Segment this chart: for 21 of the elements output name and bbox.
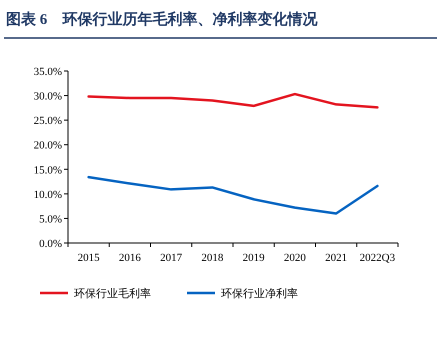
line-series [87, 92, 379, 109]
x-tick-label: 2015 [78, 252, 100, 264]
y-tick-label: 25.0% [34, 115, 62, 128]
title: 图表 6 环保行业历年毛利率、净利率变化情况 [6, 12, 318, 28]
y-tick-label: 5.0% [39, 213, 62, 226]
x-tick-label: 2016 [118, 252, 142, 264]
y-tick-label: 35.0% [34, 66, 62, 78]
y-tick-label: 30.0% [34, 90, 62, 103]
legend-label: 环保行业净利率 [221, 287, 298, 300]
line-series [87, 176, 379, 215]
x-tick-label: 2019 [242, 252, 266, 264]
x-tick-label: 2022Q3 [360, 252, 396, 264]
legend-label: 环保行业毛利率 [74, 287, 151, 300]
x-tick-label: 2017 [160, 252, 183, 264]
y-tick-label: 15.0% [34, 164, 62, 176]
y-tick-label: 10.0% [34, 188, 62, 201]
x-tick-label: 2018 [201, 252, 224, 264]
y-tick-label: 20.0% [34, 140, 62, 152]
y-tick-label: 0.0% [39, 238, 62, 250]
x-tick-label: 2021 [325, 252, 348, 264]
x-tick-label: 2020 [284, 252, 306, 264]
